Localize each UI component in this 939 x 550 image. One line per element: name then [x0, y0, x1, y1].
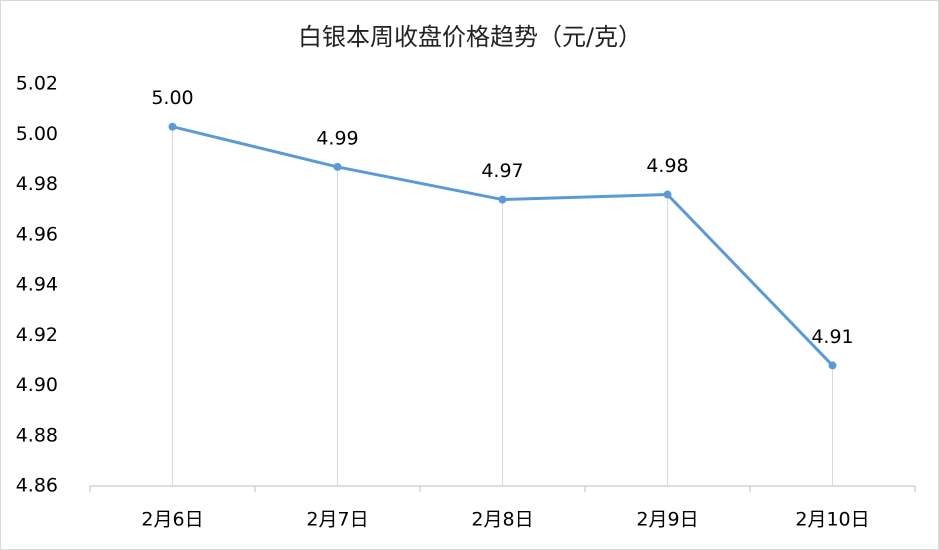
y-tick-label: 4.98 [16, 173, 58, 195]
data-label: 4.97 [481, 160, 523, 182]
x-tick-label: 2月10日 [795, 509, 869, 531]
data-label: 4.98 [646, 155, 688, 177]
y-tick-label: 4.90 [16, 374, 58, 396]
y-tick-label: 4.86 [16, 475, 58, 497]
y-tick-label: 4.96 [16, 223, 58, 245]
point [498, 195, 507, 204]
x-tick-label: 2月8日 [471, 509, 533, 531]
x-tick-label: 2月9日 [636, 509, 698, 531]
data-label: 4.91 [811, 326, 853, 348]
point [333, 162, 342, 171]
x-tick-label: 2月6日 [141, 509, 203, 531]
point [828, 361, 837, 370]
y-tick-label: 4.94 [16, 274, 58, 296]
y-tick-label: 4.88 [16, 424, 58, 446]
point [168, 122, 177, 131]
y-tick-label: 5.02 [16, 73, 58, 95]
y-tick-label: 4.92 [16, 324, 58, 346]
chart-title: 白银本周收盘价格趋势（元/克） [298, 23, 642, 51]
data-label: 5.00 [151, 87, 193, 109]
y-tick-label: 5.00 [16, 123, 58, 145]
x-tick-label: 2月7日 [306, 509, 368, 531]
point [663, 190, 672, 199]
data-label: 4.99 [316, 127, 358, 149]
